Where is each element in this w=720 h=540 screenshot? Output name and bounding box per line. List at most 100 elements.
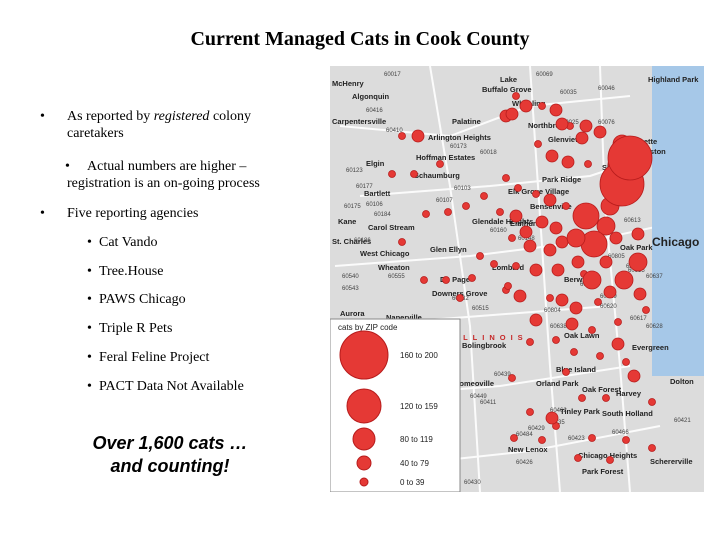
- legend-range: 0 to 39: [400, 478, 425, 487]
- city-label: Schaumburg: [414, 171, 460, 180]
- bullet-glyph: •: [87, 264, 92, 279]
- zip-label: 60107: [436, 198, 453, 204]
- cat-marker: [588, 434, 596, 442]
- cook-county-map: Highland Park McHenry Algonquin Buffalo Gro…: [330, 66, 704, 492]
- cat-marker: [622, 436, 630, 444]
- cat-marker: [571, 255, 585, 269]
- zip-label: 60613: [624, 218, 641, 224]
- legend-range: 40 to 79: [400, 459, 429, 468]
- zip-label: 60426: [516, 460, 533, 466]
- zip-label: 60637: [646, 274, 663, 280]
- cat-marker: [420, 276, 428, 284]
- cat-marker-60805: [569, 301, 583, 315]
- bullet-text: PACT Data Not Available: [99, 379, 244, 394]
- map-canvas: Highland Park McHenry Algonquin Buffalo Gro…: [330, 66, 704, 492]
- zip-label: 60462: [550, 408, 567, 414]
- city-label: West Chicago: [360, 249, 410, 258]
- cat-marker: [529, 263, 543, 277]
- cat-marker: [442, 276, 450, 284]
- cat-marker: [398, 132, 406, 140]
- bullet-item: • Feral Feline Project: [40, 349, 209, 366]
- bullet-item: • Actual numbers are higher – registrati…: [40, 158, 300, 192]
- bullet-glyph: •: [40, 109, 45, 124]
- city-label: Tinley Park: [560, 407, 601, 416]
- city-label: Glen Ellyn: [430, 245, 467, 254]
- city-label: Bartlett: [364, 189, 391, 198]
- cat-marker-60620: [582, 270, 602, 290]
- zip-label: 60804: [544, 308, 561, 314]
- bullet-emphasis: registered: [153, 109, 210, 124]
- cat-marker: [578, 394, 586, 402]
- legend-symbol-80-119: [352, 427, 376, 451]
- cat-marker: [543, 193, 557, 207]
- cat-marker-60608: [566, 228, 586, 248]
- bullet-item: • Cat Vando: [40, 234, 157, 251]
- tagline: Over 1,600 cats … and counting!: [60, 432, 280, 478]
- zip-label: 60106: [366, 202, 383, 208]
- cat-marker: [628, 252, 648, 272]
- bullet-item: • PAWS Chicago: [40, 291, 186, 308]
- zip-label: 60421: [674, 418, 691, 424]
- cat-marker: [526, 408, 534, 416]
- cat-marker: [532, 190, 540, 198]
- city-label: Oak Park: [620, 243, 653, 252]
- cat-marker: [549, 103, 563, 117]
- cat-marker: [627, 369, 641, 383]
- cat-marker: [562, 202, 570, 210]
- cat-marker-60638: [529, 313, 543, 327]
- city-label: Chicago Heights: [578, 451, 637, 460]
- cat-marker: [411, 129, 425, 143]
- cat-marker: [593, 125, 607, 139]
- zip-label: 60543: [342, 286, 359, 292]
- bullet-text: PAWS Chicago: [99, 292, 186, 307]
- zip-label: 60555: [388, 274, 405, 280]
- city-label: Elmhurst: [510, 219, 543, 228]
- cat-marker: [388, 170, 396, 178]
- cat-marker: [596, 216, 616, 236]
- cat-marker: [519, 99, 533, 113]
- bullet-item: • As reported by registered colony caret…: [40, 108, 300, 142]
- cat-marker: [468, 274, 476, 282]
- bullet-glyph: •: [40, 206, 45, 221]
- city-label: Glendale Heights: [472, 217, 533, 226]
- legend-symbol-0-39: [359, 477, 369, 487]
- cat-marker: [631, 227, 645, 241]
- cat-marker: [596, 352, 604, 360]
- cat-marker-60069: [505, 107, 519, 121]
- zip-label: 60628: [646, 324, 663, 330]
- city-label: New Lenox: [508, 445, 548, 454]
- city-label: Naperville: [386, 313, 422, 322]
- city-label: Park Forest: [582, 467, 624, 476]
- city-label: ILLINOIS: [456, 333, 528, 342]
- cat-marker-60629: [565, 317, 579, 331]
- city-label: Harvey: [616, 389, 642, 398]
- zip-label: 60449: [470, 394, 487, 400]
- lake-michigan: [652, 66, 704, 376]
- bullet-item: • Triple R Pets: [40, 320, 172, 337]
- zip-label: 60017: [384, 72, 401, 78]
- zip-label: 60540: [342, 274, 359, 280]
- cat-marker: [599, 255, 613, 269]
- cat-marker: [496, 208, 504, 216]
- zip-label: 60186: [354, 238, 371, 244]
- bullet-glyph: •: [87, 379, 92, 394]
- cat-marker-60619: [614, 270, 634, 290]
- city-label: Oak Forest: [582, 385, 622, 394]
- bullet-text: Actual numbers are higher – registration…: [67, 159, 260, 191]
- cat-marker-60613: [607, 135, 653, 181]
- bullet-item: • PACT Data Not Available: [40, 378, 244, 395]
- cat-marker: [523, 239, 537, 253]
- bullet-text: Tree.House: [99, 264, 164, 279]
- cat-marker: [514, 184, 522, 192]
- zip-label: 60411: [480, 400, 497, 406]
- cat-marker: [603, 285, 617, 299]
- legend-symbol-40-79: [356, 455, 372, 471]
- cat-marker: [436, 160, 444, 168]
- cat-marker: [584, 160, 592, 168]
- cat-marker: [549, 221, 563, 235]
- city-label: Arlington Heights: [428, 133, 491, 142]
- cat-markers: [388, 92, 656, 464]
- legend-symbol-160-200: [339, 330, 389, 380]
- city-label: Chicago: [652, 235, 699, 249]
- cat-marker: [642, 306, 650, 314]
